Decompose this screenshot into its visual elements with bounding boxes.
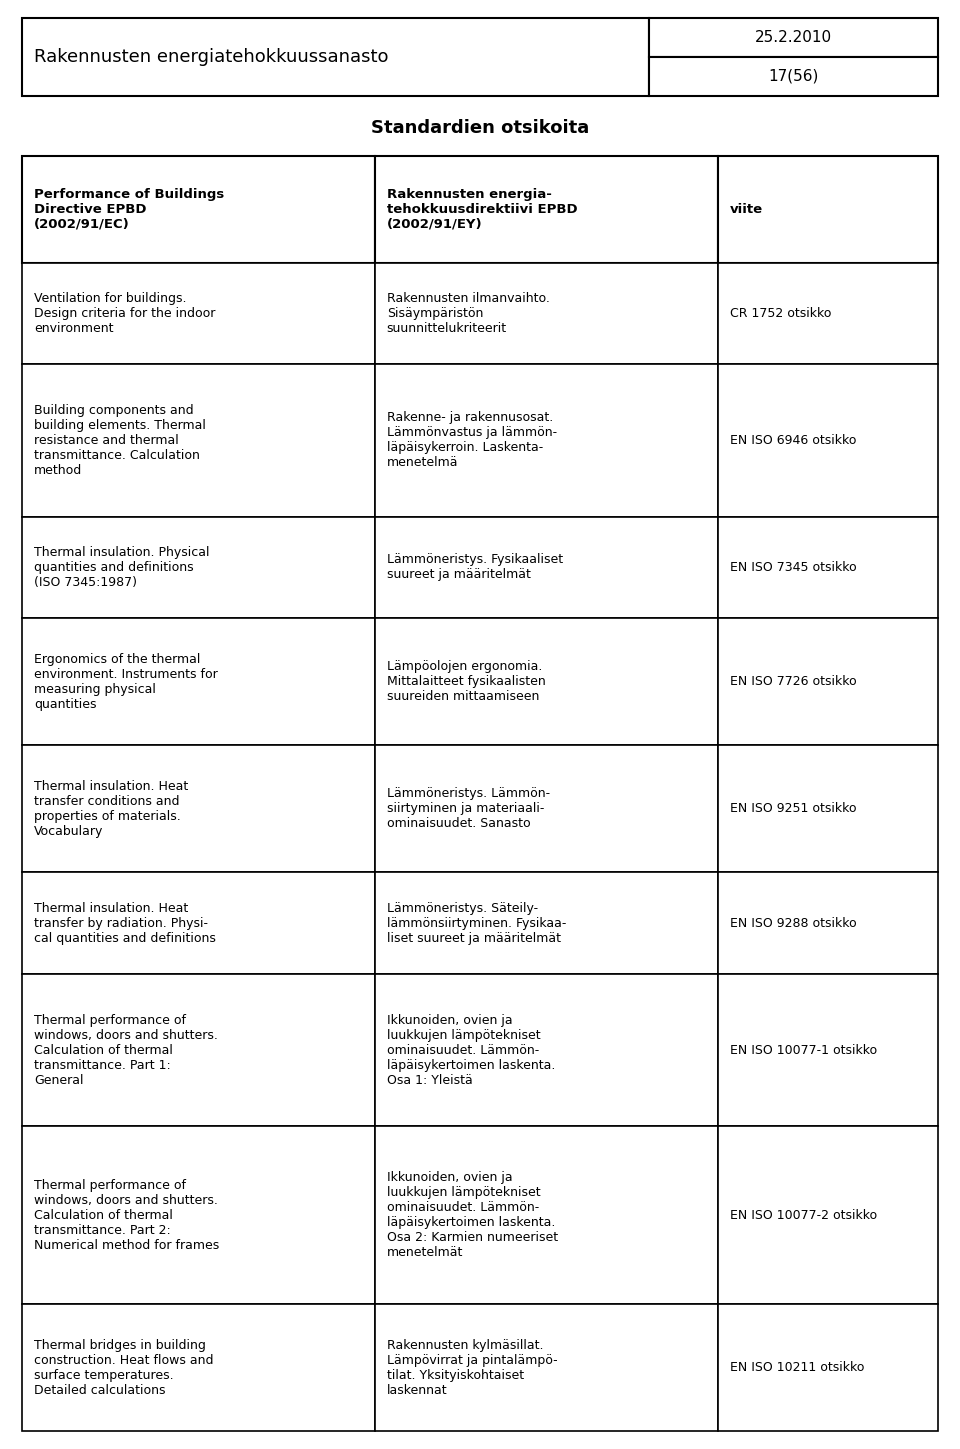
Bar [22,517,374,619]
Text: Thermal insulation. Heat
transfer by radiation. Physi-
cal quantities and defini: Thermal insulation. Heat transfer by rad… [34,901,216,945]
Text: EN ISO 7345 otsikko: EN ISO 7345 otsikko [731,561,856,574]
Text: Thermal bridges in building
construction. Heat flows and
surface temperatures.
D: Thermal bridges in building construction… [34,1339,213,1397]
Bar [718,364,938,517]
Bar [718,745,938,872]
Bar [22,17,650,96]
Text: CR 1752 otsikko: CR 1752 otsikko [731,307,831,320]
Text: EN ISO 6946 otsikko: EN ISO 6946 otsikko [731,433,856,446]
Text: Ikkunoiden, ovien ja
luukkujen lämpötekniset
ominaisuudet. Lämmön-
läpäisykertoi: Ikkunoiden, ovien ja luukkujen lämpötekn… [387,1013,555,1087]
Bar [22,1126,374,1304]
Text: Ventilation for buildings.
Design criteria for the indoor
environment: Ventilation for buildings. Design criter… [34,291,215,335]
Text: Building components and
building elements. Thermal
resistance and thermal
transm: Building components and building element… [34,404,205,477]
Text: Lämmöneristys. Lämmön-
siirtyminen ja materiaali-
ominaisuudet. Sanasto: Lämmöneristys. Lämmön- siirtyminen ja ma… [387,787,550,830]
Text: Lämmöneristys. Fysikaaliset
suureet ja määritelmät: Lämmöneristys. Fysikaaliset suureet ja m… [387,554,563,581]
Bar [374,1126,718,1304]
Bar [374,745,718,872]
Text: Standardien otsikoita: Standardien otsikoita [371,119,589,138]
Bar [374,156,718,262]
Text: EN ISO 9251 otsikko: EN ISO 9251 otsikko [731,803,856,816]
Text: Rakennusten energia-
tehokkuusdirektiivi EPBD
(2002/91/EY): Rakennusten energia- tehokkuusdirektiivi… [387,188,577,230]
Bar [718,262,938,364]
Text: viite: viite [731,203,763,216]
Bar [22,619,374,745]
Bar [22,262,374,364]
Text: Thermal insulation. Physical
quantities and definitions
(ISO 7345:1987): Thermal insulation. Physical quantities … [34,546,209,588]
Text: EN ISO 9288 otsikko: EN ISO 9288 otsikko [731,917,856,929]
Bar [374,1304,718,1432]
Text: EN ISO 7726 otsikko: EN ISO 7726 otsikko [731,675,856,688]
Bar [22,974,374,1126]
Text: Performance of Buildings
Directive EPBD
(2002/91/EC): Performance of Buildings Directive EPBD … [34,188,225,230]
Text: Lämpöolojen ergonomia.
Mittalaitteet fysikaalisten
suureiden mittaamiseen: Lämpöolojen ergonomia. Mittalaitteet fys… [387,661,545,703]
Bar [22,364,374,517]
Bar [718,974,938,1126]
Bar [374,974,718,1126]
Bar [374,872,718,974]
Text: EN ISO 10211 otsikko: EN ISO 10211 otsikko [731,1361,865,1374]
Bar [374,262,718,364]
Text: Lämmöneristys. Säteily-
lämmönsiirtyminen. Fysikaa-
liset suureet ja määritelmät: Lämmöneristys. Säteily- lämmönsiirtymine… [387,901,566,945]
Bar [374,517,718,619]
Text: Ergonomics of the thermal
environment. Instruments for
measuring physical
quanti: Ergonomics of the thermal environment. I… [34,652,218,711]
Bar [718,1304,938,1432]
Bar [374,364,718,517]
Text: Ikkunoiden, ovien ja
luukkujen lämpötekniset
ominaisuudet. Lämmön-
läpäisykertoi: Ikkunoiden, ovien ja luukkujen lämpötekn… [387,1171,558,1259]
Bar [718,1126,938,1304]
Text: 17(56): 17(56) [769,70,819,84]
Text: 25.2.2010: 25.2.2010 [756,30,832,45]
Text: Rakennusten kylmäsillat.
Lämpövirrat ja pintalämpö-
tilat. Yksityiskohtaiset
las: Rakennusten kylmäsillat. Lämpövirrat ja … [387,1339,558,1397]
Text: Rakennusten ilmanvaihto.
Sisäympäristön
suunnittelukriteerit: Rakennusten ilmanvaihto. Sisäympäristön … [387,291,549,335]
Bar [22,745,374,872]
Text: Rakennusten energiatehokkuussanasto: Rakennusten energiatehokkuussanasto [34,48,389,67]
Bar [718,517,938,619]
Bar [718,619,938,745]
Text: Thermal performance of
windows, doors and shutters.
Calculation of thermal
trans: Thermal performance of windows, doors an… [34,1178,219,1252]
Text: EN ISO 10077-1 otsikko: EN ISO 10077-1 otsikko [731,1043,877,1056]
Text: Thermal performance of
windows, doors and shutters.
Calculation of thermal
trans: Thermal performance of windows, doors an… [34,1013,218,1087]
Bar [650,57,938,96]
Bar [22,872,374,974]
Bar [22,156,374,262]
Bar [718,872,938,974]
Bar [374,619,718,745]
Text: Rakenne- ja rakennusosat.
Lämmönvastus ja lämmön-
läpäisykerroin. Laskenta-
mene: Rakenne- ja rakennusosat. Lämmönvastus j… [387,412,557,469]
Bar [650,17,938,57]
Text: Thermal insulation. Heat
transfer conditions and
properties of materials.
Vocabu: Thermal insulation. Heat transfer condit… [34,780,188,838]
Text: EN ISO 10077-2 otsikko: EN ISO 10077-2 otsikko [731,1208,877,1222]
Bar [22,1304,374,1432]
Bar [718,156,938,262]
